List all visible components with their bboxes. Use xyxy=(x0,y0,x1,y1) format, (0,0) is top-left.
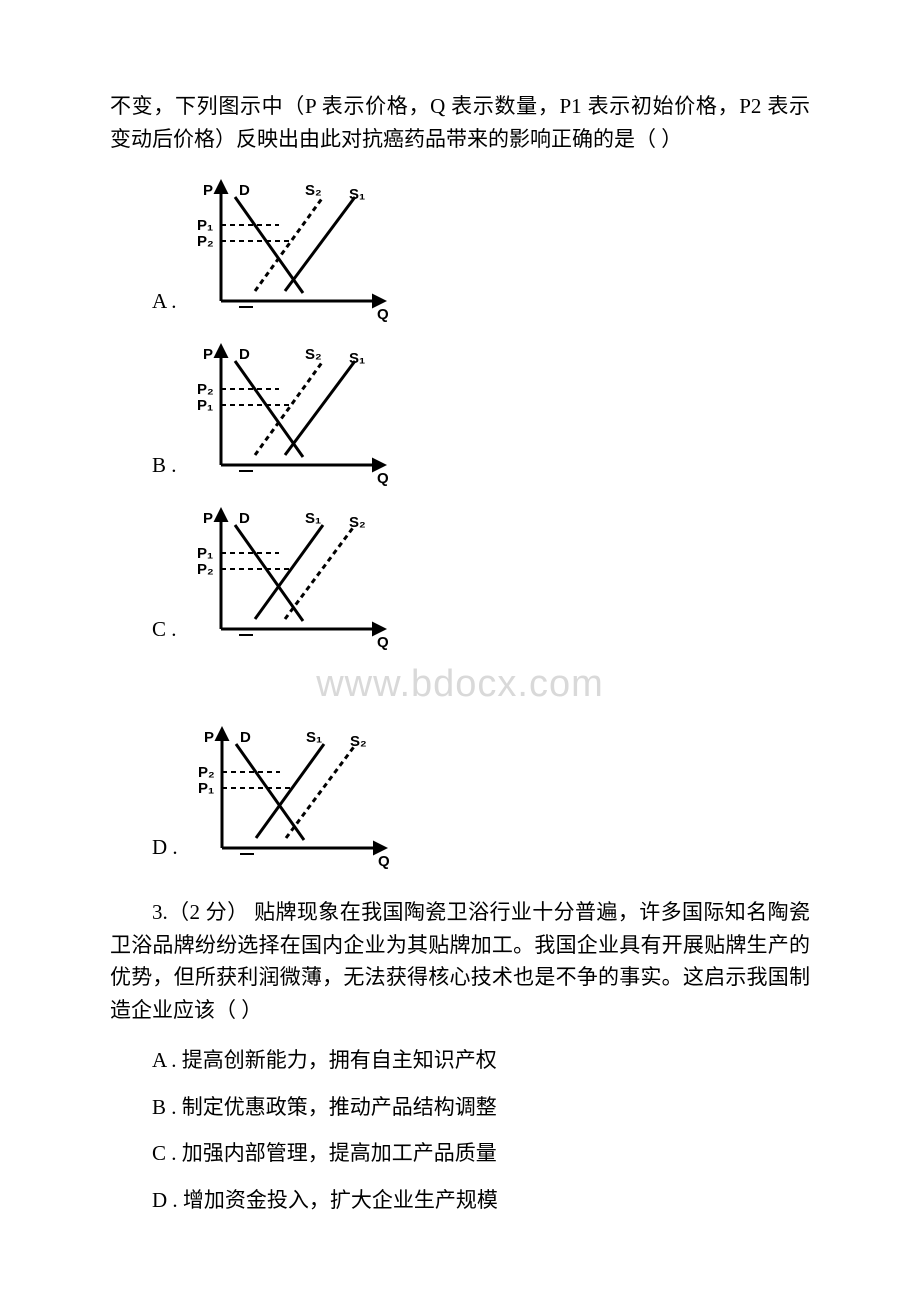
q3-stem: 3.（2 分） 贴牌现象在我国陶瓷卫浴行业十分普遍，许多国际知名陶瓷卫浴品牌纷纷… xyxy=(110,896,810,1026)
watermark: www.bdocx.com xyxy=(110,655,810,714)
svg-text:P₂: P₂ xyxy=(197,561,214,578)
svg-text:D: D xyxy=(239,510,250,527)
svg-text:P: P xyxy=(204,729,214,746)
svg-text:S₁: S₁ xyxy=(349,186,365,203)
svg-text:Q: Q xyxy=(378,853,390,870)
svg-text:D: D xyxy=(239,182,250,199)
svg-text:S₂: S₂ xyxy=(305,182,322,199)
chart-b: P Q D S₂ S₁ P₂P₁ xyxy=(183,337,393,487)
q2-option-a: A . P Q D S₂ S₁ P₁P₂ xyxy=(110,173,810,323)
q2-option-b: B . P Q D S₂ S₁ P₂P₁ xyxy=(110,337,810,487)
q3-option-c: C . 加强内部管理，提高加工产品质量 xyxy=(110,1137,810,1170)
svg-text:S₁: S₁ xyxy=(349,350,365,367)
svg-text:D: D xyxy=(240,729,251,746)
q3-option-d: D . 增加资金投入，扩大企业生产规模 xyxy=(110,1184,810,1217)
q2-option-d: D . P Q D S₁ S₂ P₂P₁ xyxy=(110,720,810,870)
svg-text:D: D xyxy=(239,346,250,363)
chart-d: P Q D S₁ S₂ P₂P₁ xyxy=(184,720,394,870)
svg-text:P: P xyxy=(203,510,213,527)
q3-option-b: B . 制定优惠政策，推动产品结构调整 xyxy=(110,1091,810,1124)
svg-text:S₁: S₁ xyxy=(306,729,322,746)
svg-text:Q: Q xyxy=(377,306,389,323)
svg-text:P: P xyxy=(203,182,213,199)
q2-stem: 不变，下列图示中（P 表示价格，Q 表示数量，P1 表示初始价格，P2 表示变动… xyxy=(110,90,810,155)
svg-text:P: P xyxy=(203,346,213,363)
q3-options: A . 提高创新能力，拥有自主知识产权 B . 制定优惠政策，推动产品结构调整 … xyxy=(110,1044,810,1216)
svg-text:P₁: P₁ xyxy=(198,780,214,797)
svg-text:P₂: P₂ xyxy=(197,381,214,398)
svg-text:P₂: P₂ xyxy=(197,233,214,250)
option-label-a: A . xyxy=(152,285,177,324)
q3-option-a: A . 提高创新能力，拥有自主知识产权 xyxy=(110,1044,810,1077)
svg-text:S₁: S₁ xyxy=(305,510,321,527)
q2-option-c: C . P Q D S₁ S₂ P₁P₂ xyxy=(110,501,810,651)
svg-text:S₂: S₂ xyxy=(305,346,322,363)
option-label-b: B . xyxy=(152,449,177,488)
svg-text:S₂: S₂ xyxy=(349,514,366,531)
chart-a: P Q D S₂ S₁ P₁P₂ xyxy=(183,173,393,323)
svg-text:P₂: P₂ xyxy=(198,764,215,781)
option-label-c: C . xyxy=(152,613,177,652)
svg-text:Q: Q xyxy=(377,634,389,651)
chart-c: P Q D S₁ S₂ P₁P₂ xyxy=(183,501,393,651)
option-label-d: D . xyxy=(152,831,178,870)
svg-text:P₁: P₁ xyxy=(197,217,213,234)
svg-text:P₁: P₁ xyxy=(197,397,213,414)
svg-text:Q: Q xyxy=(377,470,389,487)
svg-text:P₁: P₁ xyxy=(197,545,213,562)
svg-text:S₂: S₂ xyxy=(350,733,367,750)
